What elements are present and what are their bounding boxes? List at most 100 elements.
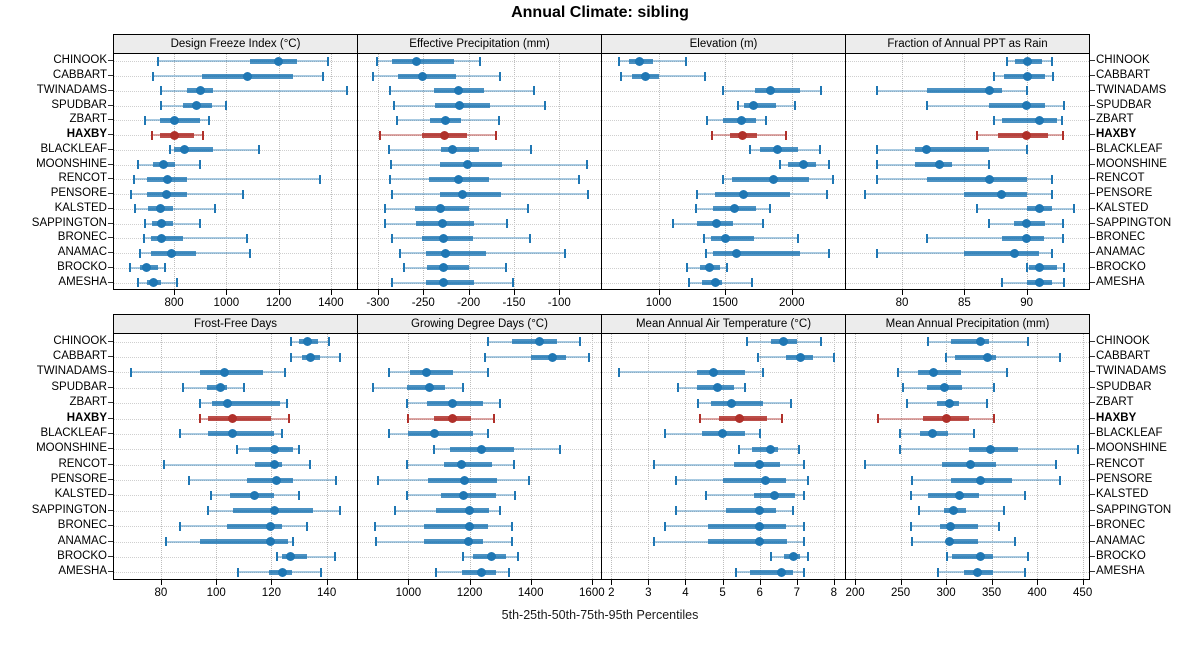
x-gridline xyxy=(226,54,228,289)
median-dot xyxy=(1034,278,1044,288)
x-gridline xyxy=(1026,54,1028,289)
x-tick-mark xyxy=(216,580,218,585)
x-gridline xyxy=(423,54,425,289)
whisker-cap xyxy=(209,490,212,500)
median-dot xyxy=(976,475,986,485)
median-dot xyxy=(460,475,470,485)
iqr-bar xyxy=(914,147,990,153)
row-gridline xyxy=(114,179,357,181)
row-gridline xyxy=(602,149,845,151)
row-tick-mark xyxy=(1090,340,1095,342)
whisker-cap xyxy=(1005,56,1008,66)
row-tick-mark xyxy=(1090,266,1095,268)
row-gridline xyxy=(114,253,357,255)
x-tick-label: 300 xyxy=(936,587,956,599)
x-gridline xyxy=(725,54,727,289)
x-tick-label: 120 xyxy=(261,587,281,599)
row-gridline xyxy=(846,449,1089,451)
iqr-bar xyxy=(926,88,1002,94)
whisker-cap xyxy=(704,71,707,81)
row-tick-mark xyxy=(1090,207,1095,209)
row-gridline xyxy=(846,105,1089,107)
whisker-cap xyxy=(225,101,228,111)
x-gridline xyxy=(902,54,904,289)
row-tick-mark xyxy=(108,509,113,511)
whisker-cap xyxy=(532,86,535,96)
iqr-bar xyxy=(174,147,214,153)
panel-strip-label: Elevation (m) xyxy=(689,38,758,50)
whisker-cap xyxy=(997,521,1000,531)
whisker-cap xyxy=(1063,101,1066,111)
x-tick-mark xyxy=(1037,580,1039,585)
whisker-cap xyxy=(150,130,153,140)
iqr-bar xyxy=(392,58,455,64)
median-dot xyxy=(535,337,545,347)
median-dot xyxy=(922,145,932,155)
iqr-bar xyxy=(711,400,764,406)
whisker-cap xyxy=(1050,174,1053,184)
row-gridline xyxy=(846,164,1089,166)
median-dot xyxy=(927,429,937,439)
row-tick-mark xyxy=(108,356,113,358)
row-tick-mark xyxy=(1090,104,1095,106)
whisker-cap xyxy=(152,71,155,81)
site-label-left: BLACKLEAF xyxy=(40,142,107,155)
row-gridline xyxy=(114,135,357,137)
median-dot xyxy=(734,414,744,424)
median-dot xyxy=(222,398,232,408)
median-dot xyxy=(155,204,165,214)
row-gridline xyxy=(114,464,357,466)
whisker-cap xyxy=(926,337,929,347)
iqr-bar xyxy=(917,369,961,375)
x-tick-label: 1000 xyxy=(395,587,422,599)
x-gridline xyxy=(271,334,273,579)
whisker-cap xyxy=(675,475,678,485)
panel-plot xyxy=(846,54,1089,289)
whisker-cap xyxy=(132,174,135,184)
site-label-left: TWINADAMS xyxy=(36,83,107,96)
panel-fraction-of-annual-ppt-as-rain: Fraction of Annual PPT as Rain xyxy=(845,34,1090,290)
whisker-line xyxy=(976,207,1075,210)
whisker-cap xyxy=(1061,130,1064,140)
iqr-bar xyxy=(750,569,794,575)
whisker-cap xyxy=(389,160,392,170)
median-dot xyxy=(712,219,721,229)
whisker-cap xyxy=(721,174,724,184)
row-gridline xyxy=(602,90,845,92)
whisker-line xyxy=(926,237,1063,240)
x-tick-label: 1500 xyxy=(712,297,738,309)
median-dot xyxy=(422,367,432,377)
median-dot xyxy=(448,398,458,408)
row-tick-mark xyxy=(108,222,113,224)
whisker-cap xyxy=(765,115,768,125)
median-dot xyxy=(437,219,447,229)
row-gridline xyxy=(602,267,845,269)
row-tick-mark xyxy=(1090,463,1095,465)
x-tick-mark xyxy=(611,580,613,585)
x-gridline xyxy=(330,54,332,289)
row-gridline xyxy=(846,223,1089,225)
median-dot xyxy=(429,429,439,439)
whisker-line xyxy=(133,178,321,181)
site-label-left: BRONEC xyxy=(57,519,107,532)
row-tick-mark xyxy=(108,75,113,77)
x-gridline xyxy=(377,54,379,289)
row-tick-mark xyxy=(108,340,113,342)
whisker-cap xyxy=(993,71,996,81)
median-dot xyxy=(438,278,448,288)
whisker-cap xyxy=(664,429,667,439)
row-tick-mark xyxy=(108,386,113,388)
x-gridline xyxy=(648,334,650,579)
panel-strip-label: Design Freeze Index (°C) xyxy=(170,38,301,50)
row-tick-mark xyxy=(108,193,113,195)
whisker-cap xyxy=(391,189,394,199)
whisker-cap xyxy=(563,248,566,258)
whisker-cap xyxy=(1051,71,1054,81)
iqr-bar xyxy=(409,369,453,375)
x-tick-mark xyxy=(725,290,727,295)
whisker-cap xyxy=(988,219,991,229)
whisker-cap xyxy=(792,506,795,516)
row-gridline xyxy=(114,341,357,343)
whisker-cap xyxy=(319,174,322,184)
whisker-cap xyxy=(820,86,823,96)
